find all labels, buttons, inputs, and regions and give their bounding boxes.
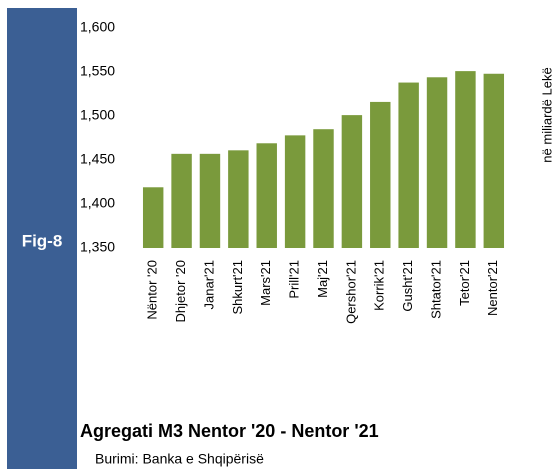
bar [228, 150, 249, 248]
bar [341, 115, 363, 249]
bar [284, 135, 306, 248]
figure-label: Fig-8 [22, 231, 63, 250]
bar [199, 153, 221, 248]
x-tick-label: Tetor'21 [457, 260, 472, 306]
bar [483, 73, 505, 248]
x-tick-label: Prill'21 [287, 260, 302, 299]
y-axis-label: në miliardë Lekë [539, 67, 554, 162]
bar [426, 77, 448, 248]
bar [142, 187, 164, 248]
x-tick-label: Nëntor '20 [145, 260, 160, 320]
x-tick-label: Shkurt'21 [230, 260, 245, 315]
x-tick-label: Maj'21 [315, 260, 330, 298]
bar [370, 101, 391, 248]
y-tick-label: 1,400 [80, 195, 115, 211]
x-tick-label: Korrik'21 [372, 260, 387, 311]
x-tick-label: Dhjetor '20 [173, 260, 188, 322]
y-tick-label: 1,550 [80, 63, 115, 79]
bar [256, 143, 277, 248]
side-band [7, 8, 77, 469]
bar [171, 153, 192, 248]
x-tick-label: Gusht'21 [400, 260, 415, 312]
x-tick-label: Qershor'21 [343, 260, 358, 324]
y-tick-label: 1,600 [80, 19, 115, 35]
bar [455, 71, 476, 249]
chart-title: Agregati M3 Nentor '20 - Nentor '21 [80, 421, 379, 441]
bar [313, 129, 334, 248]
bar [398, 82, 419, 248]
x-tick-label: Shtator'21 [428, 260, 443, 319]
source: Burimi: Banka e Shqipërisë [95, 451, 264, 467]
x-tick-label: Mars'21 [258, 260, 273, 306]
x-tick-label: Janar'21 [201, 260, 216, 309]
y-tick-label: 1,500 [80, 107, 115, 123]
y-tick-label: 1,450 [80, 151, 115, 167]
x-tick-label: Nentor'21 [485, 260, 500, 316]
y-tick-label: 1,350 [80, 239, 115, 255]
